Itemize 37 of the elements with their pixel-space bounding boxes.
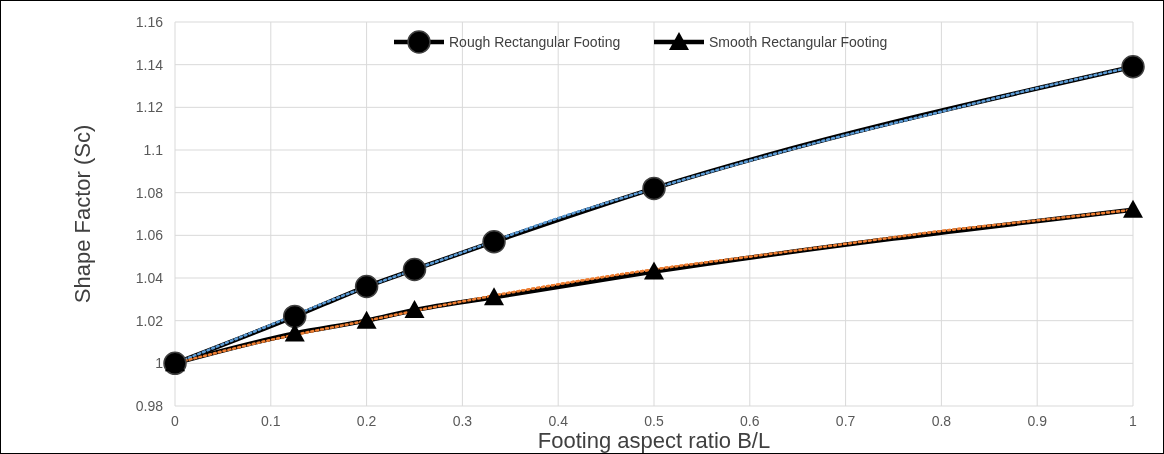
x-tick-label: 0.1 — [261, 413, 281, 429]
x-tick-label: 0.2 — [356, 413, 377, 429]
x-tick-label: 0.8 — [931, 413, 952, 429]
x-tick-label: 0.9 — [1027, 413, 1048, 429]
x-tick-label: 0 — [171, 413, 180, 429]
x-tick-label: 0.5 — [644, 413, 664, 429]
y-axis-title: Shape Factor (Sc) — [70, 124, 95, 304]
x-tick-label: 0.7 — [835, 413, 856, 429]
y-tick-label: 1.06 — [135, 227, 164, 244]
y-tick-label: 1.1 — [143, 141, 164, 158]
point — [356, 310, 377, 329]
point — [1121, 55, 1145, 79]
x-tick-label: 0.3 — [452, 413, 473, 429]
x-tick-label: 0.4 — [548, 413, 569, 429]
point — [354, 274, 379, 299]
point — [402, 257, 427, 282]
y-tick-label: 1.02 — [135, 312, 164, 329]
x-axis-title: Footing aspect ratio B/L — [537, 428, 771, 453]
point — [642, 176, 666, 201]
point — [404, 300, 425, 318]
point — [283, 304, 307, 329]
x-tick-label: 1 — [1129, 413, 1138, 429]
point — [1123, 199, 1143, 218]
point — [482, 229, 506, 254]
x-tick-label: 0.6 — [740, 413, 760, 429]
point — [644, 261, 664, 280]
y-tick-label: 1.16 — [135, 13, 164, 30]
y-tick-label: 1.04 — [135, 269, 164, 286]
point — [284, 323, 305, 342]
y-tick-label: 1.14 — [135, 56, 164, 73]
y-tick-label: 1.08 — [135, 184, 164, 201]
y-tick-label: 0.98 — [135, 397, 164, 414]
legend-label: Smooth Rectangular Footing — [709, 33, 888, 50]
y-tick-label: 1.12 — [135, 99, 164, 116]
y-tick-label: 1 — [155, 355, 164, 372]
point — [484, 287, 505, 306]
legend-label: Rough Rectangular Footing — [449, 33, 621, 50]
